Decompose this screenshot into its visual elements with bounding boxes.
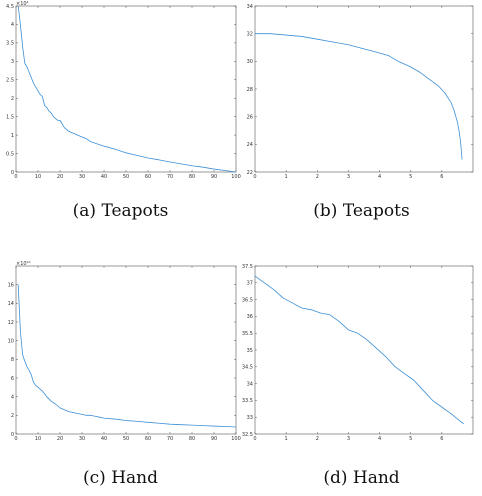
- y-tick-label: 35: [247, 348, 253, 354]
- y-tick-label: 3.5: [6, 41, 14, 47]
- x-tick-label: 4: [378, 436, 381, 442]
- x-tick-label: 50: [123, 436, 129, 442]
- y-tick-label: 34: [247, 381, 253, 387]
- y-tick-label: 12: [8, 320, 14, 326]
- plot-frame: [16, 266, 236, 434]
- x-tick-label: 40: [101, 436, 107, 442]
- x-tick-label: 70: [167, 174, 173, 180]
- x-tick-label: 80: [189, 174, 195, 180]
- x-tick-label: 90: [211, 174, 217, 180]
- y-tick-label: 36.5: [242, 297, 253, 303]
- x-tick-label: 6: [440, 436, 443, 442]
- y-tick-label: 2: [11, 96, 14, 102]
- y-tick-label: 30: [247, 59, 253, 65]
- x-tick-label: 10: [35, 436, 41, 442]
- x-tick-label: 90: [211, 436, 217, 442]
- y-tick-label: 16: [8, 282, 14, 288]
- x-tick-label: 60: [145, 174, 151, 180]
- y-tick-label: 33.5: [242, 398, 253, 404]
- x-tick-label: 2: [316, 174, 319, 180]
- y-tick-label: 1: [11, 133, 14, 139]
- x-tick-label: 0: [14, 436, 17, 442]
- caption-b: (b) Teapots: [241, 201, 482, 221]
- y-tick-label: 8: [11, 357, 14, 363]
- y-tick-label: 6: [11, 376, 14, 382]
- y-tick-label: 4.5: [6, 4, 14, 10]
- y-tick-label: 34.5: [242, 365, 253, 371]
- caption-a: (a) Teapots: [0, 201, 241, 221]
- y-tick-label: 22: [247, 170, 253, 176]
- plot-frame: [255, 266, 473, 434]
- x-tick-label: 5: [409, 436, 412, 442]
- chart-d: 0 1 2 3 4 5 632.53333.53434.53535.53636.53737.…: [245, 258, 477, 444]
- series-line: [255, 276, 464, 424]
- y-tick-label: 1.5: [6, 114, 14, 120]
- x-tick-label: 10: [35, 174, 41, 180]
- x-tick-label: 0: [253, 174, 256, 180]
- x-tick-label: 40: [101, 174, 107, 180]
- plot-frame: [255, 6, 473, 172]
- x-tick-label: 50: [123, 174, 129, 180]
- series-line: [18, 285, 236, 427]
- y-tick-label: 10: [8, 338, 14, 344]
- y-tick-label: 35.5: [242, 331, 253, 337]
- chart-a: 0 10 20 30 40 50 60 70 80 90 100 0 0.5 1 1.5 2 2.5 3 3.5 4 4…: [2, 0, 240, 180]
- y-tick-label: 24: [247, 142, 253, 148]
- x-tick-label: 20: [57, 436, 63, 442]
- x-tick-label: 6: [440, 174, 443, 180]
- y-tick-label: 32: [247, 31, 253, 37]
- caption-c: (c) Hand: [0, 468, 241, 488]
- x-tick-label: 20: [57, 174, 63, 180]
- y-exponent-label: ×10¹⁰: [16, 261, 31, 267]
- y-tick-label: 33: [247, 415, 253, 421]
- x-tick-label: 3: [347, 174, 350, 180]
- y-tick-label: 14: [8, 301, 14, 307]
- y-tick-label: 36: [247, 314, 253, 320]
- y-tick-label: 3: [11, 59, 14, 65]
- y-tick-label: 2.5: [6, 78, 14, 84]
- x-tick-label: 30: [79, 174, 85, 180]
- y-tick-label: 0.5: [6, 151, 14, 157]
- caption-d: (d) Hand: [241, 468, 482, 488]
- x-tick-label: 80: [189, 436, 195, 442]
- y-tick-label: 37: [247, 281, 253, 287]
- y-tick-label: 26: [247, 114, 253, 120]
- x-tick-label: 60: [145, 436, 151, 442]
- x-tick-label: 70: [167, 436, 173, 442]
- x-tick-label: 1: [285, 436, 288, 442]
- x-tick-label: 30: [79, 436, 85, 442]
- x-tick-label: 0: [14, 174, 17, 180]
- chart-c: 0 10 20 30 40 50 60 70 80 90 100 0 2 4 6 8 10 12 14 16 ×10¹⁰: [2, 258, 240, 444]
- x-tick-label: 2: [316, 436, 319, 442]
- x-tick-label: 1: [285, 174, 288, 180]
- x-tick-label: 4: [378, 174, 381, 180]
- x-tick-label: 100: [231, 174, 241, 180]
- y-tick-label: 2: [11, 413, 14, 419]
- y-tick-label: 28: [247, 87, 253, 93]
- y-tick-label: 0: [11, 432, 14, 438]
- x-tick-label: 5: [409, 174, 412, 180]
- series-line: [18, 6, 236, 172]
- x-tick-label: 3: [347, 436, 350, 442]
- x-tick-label: 0: [253, 436, 256, 442]
- y-tick-label: 0: [11, 170, 14, 176]
- y-tick-label: 37.5: [242, 264, 253, 270]
- x-tick-label: 100: [231, 436, 241, 442]
- series-line: [255, 34, 462, 160]
- y-tick-label: 32.5: [242, 432, 253, 438]
- plot-frame: [16, 6, 236, 172]
- y-tick-label: 4: [11, 22, 14, 28]
- y-tick-label: 34: [247, 4, 253, 10]
- y-tick-label: 4: [11, 394, 14, 400]
